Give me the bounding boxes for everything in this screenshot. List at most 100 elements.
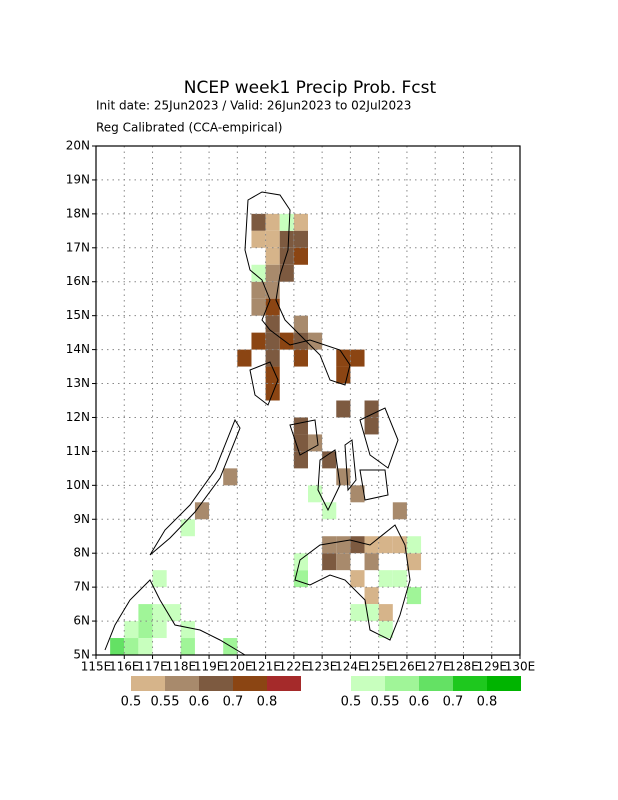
y-tick-label: 16N xyxy=(66,274,90,288)
cell xyxy=(392,502,407,520)
legend-label: 0.55 xyxy=(151,695,180,710)
cell xyxy=(293,349,308,367)
cell xyxy=(364,536,379,554)
y-tick-label: 11N xyxy=(66,444,90,458)
cell xyxy=(336,400,351,418)
legend-swatch xyxy=(165,676,199,691)
cell xyxy=(364,587,379,605)
cell xyxy=(265,264,280,282)
legend-swatch xyxy=(267,676,301,691)
cell xyxy=(124,621,139,639)
cell xyxy=(336,536,351,554)
x-tick-label: 115E xyxy=(81,660,112,674)
y-tick-label: 20N xyxy=(66,139,90,153)
cell xyxy=(265,315,280,333)
cell xyxy=(265,230,280,248)
cell xyxy=(308,485,323,503)
cell xyxy=(293,213,308,231)
legend-label: 0.8 xyxy=(257,695,278,710)
x-tick-label: 123E xyxy=(307,660,338,674)
plot-frame xyxy=(95,145,521,656)
cell xyxy=(322,502,337,520)
y-tick-label: 7N xyxy=(73,580,90,594)
y-tick-label: 8N xyxy=(73,546,90,560)
cell xyxy=(392,536,407,554)
cell xyxy=(406,553,422,571)
x-tick-label: 118E xyxy=(166,660,197,674)
legend-swatch xyxy=(233,676,267,691)
cell xyxy=(251,213,266,231)
cell xyxy=(251,264,266,282)
cell xyxy=(293,230,308,248)
cell xyxy=(265,298,280,316)
legend-swatch xyxy=(131,676,165,691)
cell xyxy=(138,638,153,655)
mindoro xyxy=(249,361,279,406)
cell xyxy=(308,434,323,452)
cell xyxy=(265,349,280,367)
y-tick-label: 5N xyxy=(73,648,90,662)
cell xyxy=(223,468,238,486)
y-tick-label: 9N xyxy=(73,512,90,526)
y-tick-label: 13N xyxy=(66,376,90,390)
cell xyxy=(293,553,308,571)
cell xyxy=(251,332,266,350)
cell xyxy=(152,570,167,588)
legend-label: 0.5 xyxy=(121,695,142,710)
coastline xyxy=(104,191,411,656)
cell xyxy=(378,570,393,588)
legend-swatch xyxy=(385,676,419,691)
cell xyxy=(152,604,167,622)
x-tick-label: 120E xyxy=(222,660,253,674)
x-tick-label: 125E xyxy=(363,660,394,674)
cell xyxy=(180,638,195,655)
legend-label: 0.6 xyxy=(409,695,430,710)
cell xyxy=(265,213,280,231)
cell xyxy=(265,281,280,299)
title: NCEP week1 Precip Prob. Fcst xyxy=(184,78,437,98)
cell xyxy=(265,366,280,384)
cell xyxy=(350,604,365,622)
cell xyxy=(138,604,153,622)
cell xyxy=(251,281,266,299)
mindanao xyxy=(294,524,411,641)
x-tick-label: 129E xyxy=(476,660,507,674)
cell xyxy=(180,519,195,537)
legend-swatch xyxy=(453,676,487,691)
cell xyxy=(364,417,379,435)
x-tick-label: 130E xyxy=(505,660,536,674)
cell xyxy=(336,553,351,571)
y-tick-label: 19N xyxy=(66,172,90,186)
cell xyxy=(378,621,393,639)
cell xyxy=(336,349,351,367)
cell xyxy=(279,332,294,350)
cells xyxy=(110,213,422,655)
y-tick-label: 15N xyxy=(66,308,90,322)
x-tick-label: 119E xyxy=(194,660,225,674)
cell xyxy=(350,485,365,503)
x-tick-label: 124E xyxy=(335,660,366,674)
y-tick-label: 18N xyxy=(66,206,90,220)
x-tick-label: 116E xyxy=(109,660,140,674)
cell xyxy=(237,349,252,367)
cell xyxy=(406,536,422,554)
cell xyxy=(322,536,337,554)
negros-cebu xyxy=(317,439,357,512)
cell xyxy=(293,247,308,265)
cell xyxy=(279,247,294,265)
y-tick-label: 14N xyxy=(66,342,90,356)
cell xyxy=(293,332,308,350)
legend-label: 0.7 xyxy=(223,695,244,710)
borneo xyxy=(104,579,246,656)
cell xyxy=(279,230,294,248)
cell xyxy=(406,587,422,605)
cell xyxy=(308,332,323,350)
cell xyxy=(265,332,280,350)
legend-label: 0.7 xyxy=(443,695,464,710)
palawan xyxy=(149,418,241,556)
y-tick-label: 12N xyxy=(66,410,90,424)
subtitle: Init date: 25Jun2023 / Valid: 26Jun2023 … xyxy=(96,99,411,113)
cell xyxy=(110,638,125,655)
